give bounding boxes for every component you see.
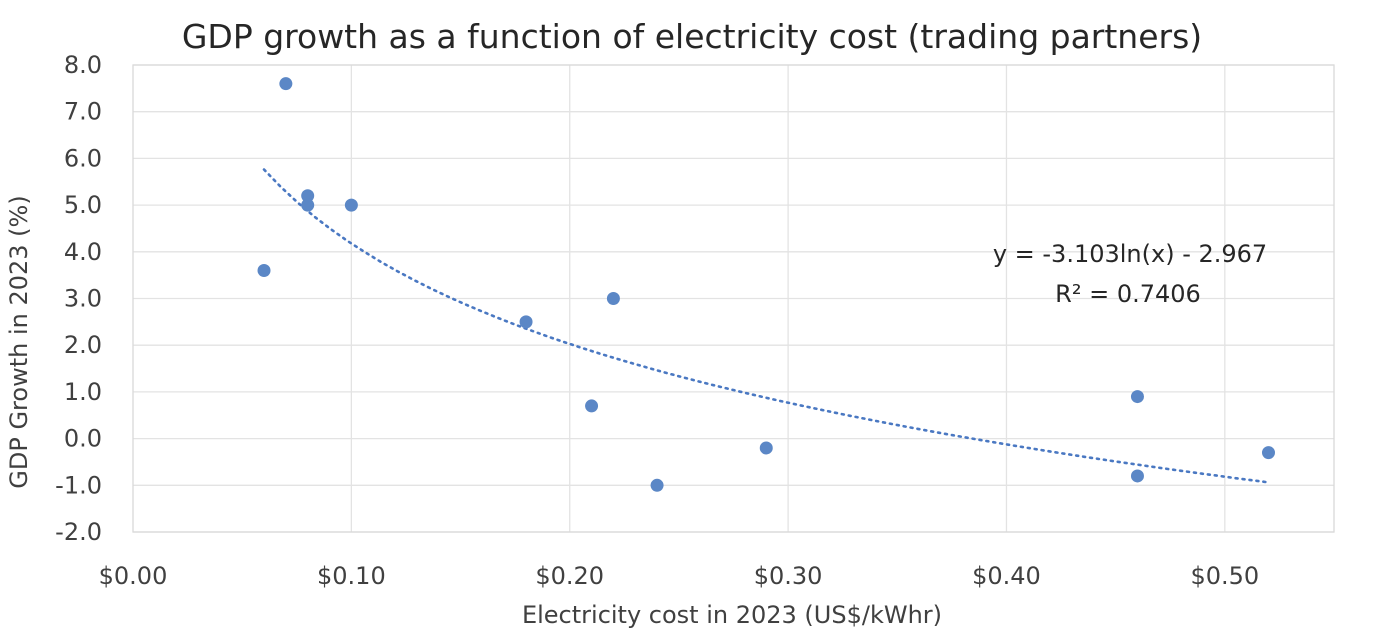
data-point	[1130, 469, 1144, 483]
trendline-equation: y = -3.103ln(x) - 2.967	[993, 240, 1267, 268]
data-point	[279, 77, 293, 91]
trendline-r-squared: R² = 0.7406	[1055, 280, 1201, 308]
x-tick-label: $0.00	[99, 562, 168, 590]
data-point	[1261, 446, 1275, 460]
y-tick-label: 5.0	[64, 191, 102, 219]
x-tick-label: $0.20	[535, 562, 604, 590]
y-axis-ticks: 8.0 7.0 6.0 5.0 4.0 3.0 2.0 1.0 0.0 -1.0 -2.0	[55, 51, 102, 546]
y-axis-title: GDP Growth in 2023 (%)	[5, 195, 33, 488]
y-tick-label: 0.0	[64, 425, 102, 453]
y-tick-label: 8.0	[64, 51, 102, 79]
data-point	[759, 441, 773, 455]
y-tick-label: 4.0	[64, 238, 102, 266]
y-tick-label: 7.0	[64, 98, 102, 126]
data-point	[650, 478, 664, 492]
y-tick-label: 3.0	[64, 285, 102, 313]
data-point	[606, 292, 620, 305]
x-tick-label: $0.50	[1190, 562, 1259, 590]
trendline	[262, 168, 1270, 484]
data-point	[585, 399, 599, 413]
x-tick-label: $0.40	[972, 562, 1041, 590]
x-tick-label: $0.10	[317, 562, 386, 590]
chart-title: GDP growth as a function of electricity …	[182, 17, 1202, 56]
data-point	[301, 198, 315, 212]
data-points	[257, 77, 1275, 492]
plot-area	[132, 64, 1335, 533]
data-point	[344, 198, 358, 212]
y-tick-label: -1.0	[55, 471, 102, 499]
x-axis-ticks: $0.00 $0.10 $0.20 $0.30 $0.40 $0.50	[99, 562, 1260, 590]
y-tick-label: 2.0	[64, 331, 102, 359]
y-tick-label: 6.0	[64, 144, 102, 172]
data-point	[257, 263, 271, 277]
x-tick-label: $0.30	[754, 562, 823, 590]
data-point	[301, 189, 315, 203]
y-tick-label: 1.0	[64, 378, 102, 406]
y-tick-label: -2.0	[55, 518, 102, 546]
data-point	[1130, 390, 1144, 404]
x-axis-title: Electricity cost in 2023 (US$/kWhr)	[522, 601, 942, 629]
data-point	[519, 315, 533, 329]
